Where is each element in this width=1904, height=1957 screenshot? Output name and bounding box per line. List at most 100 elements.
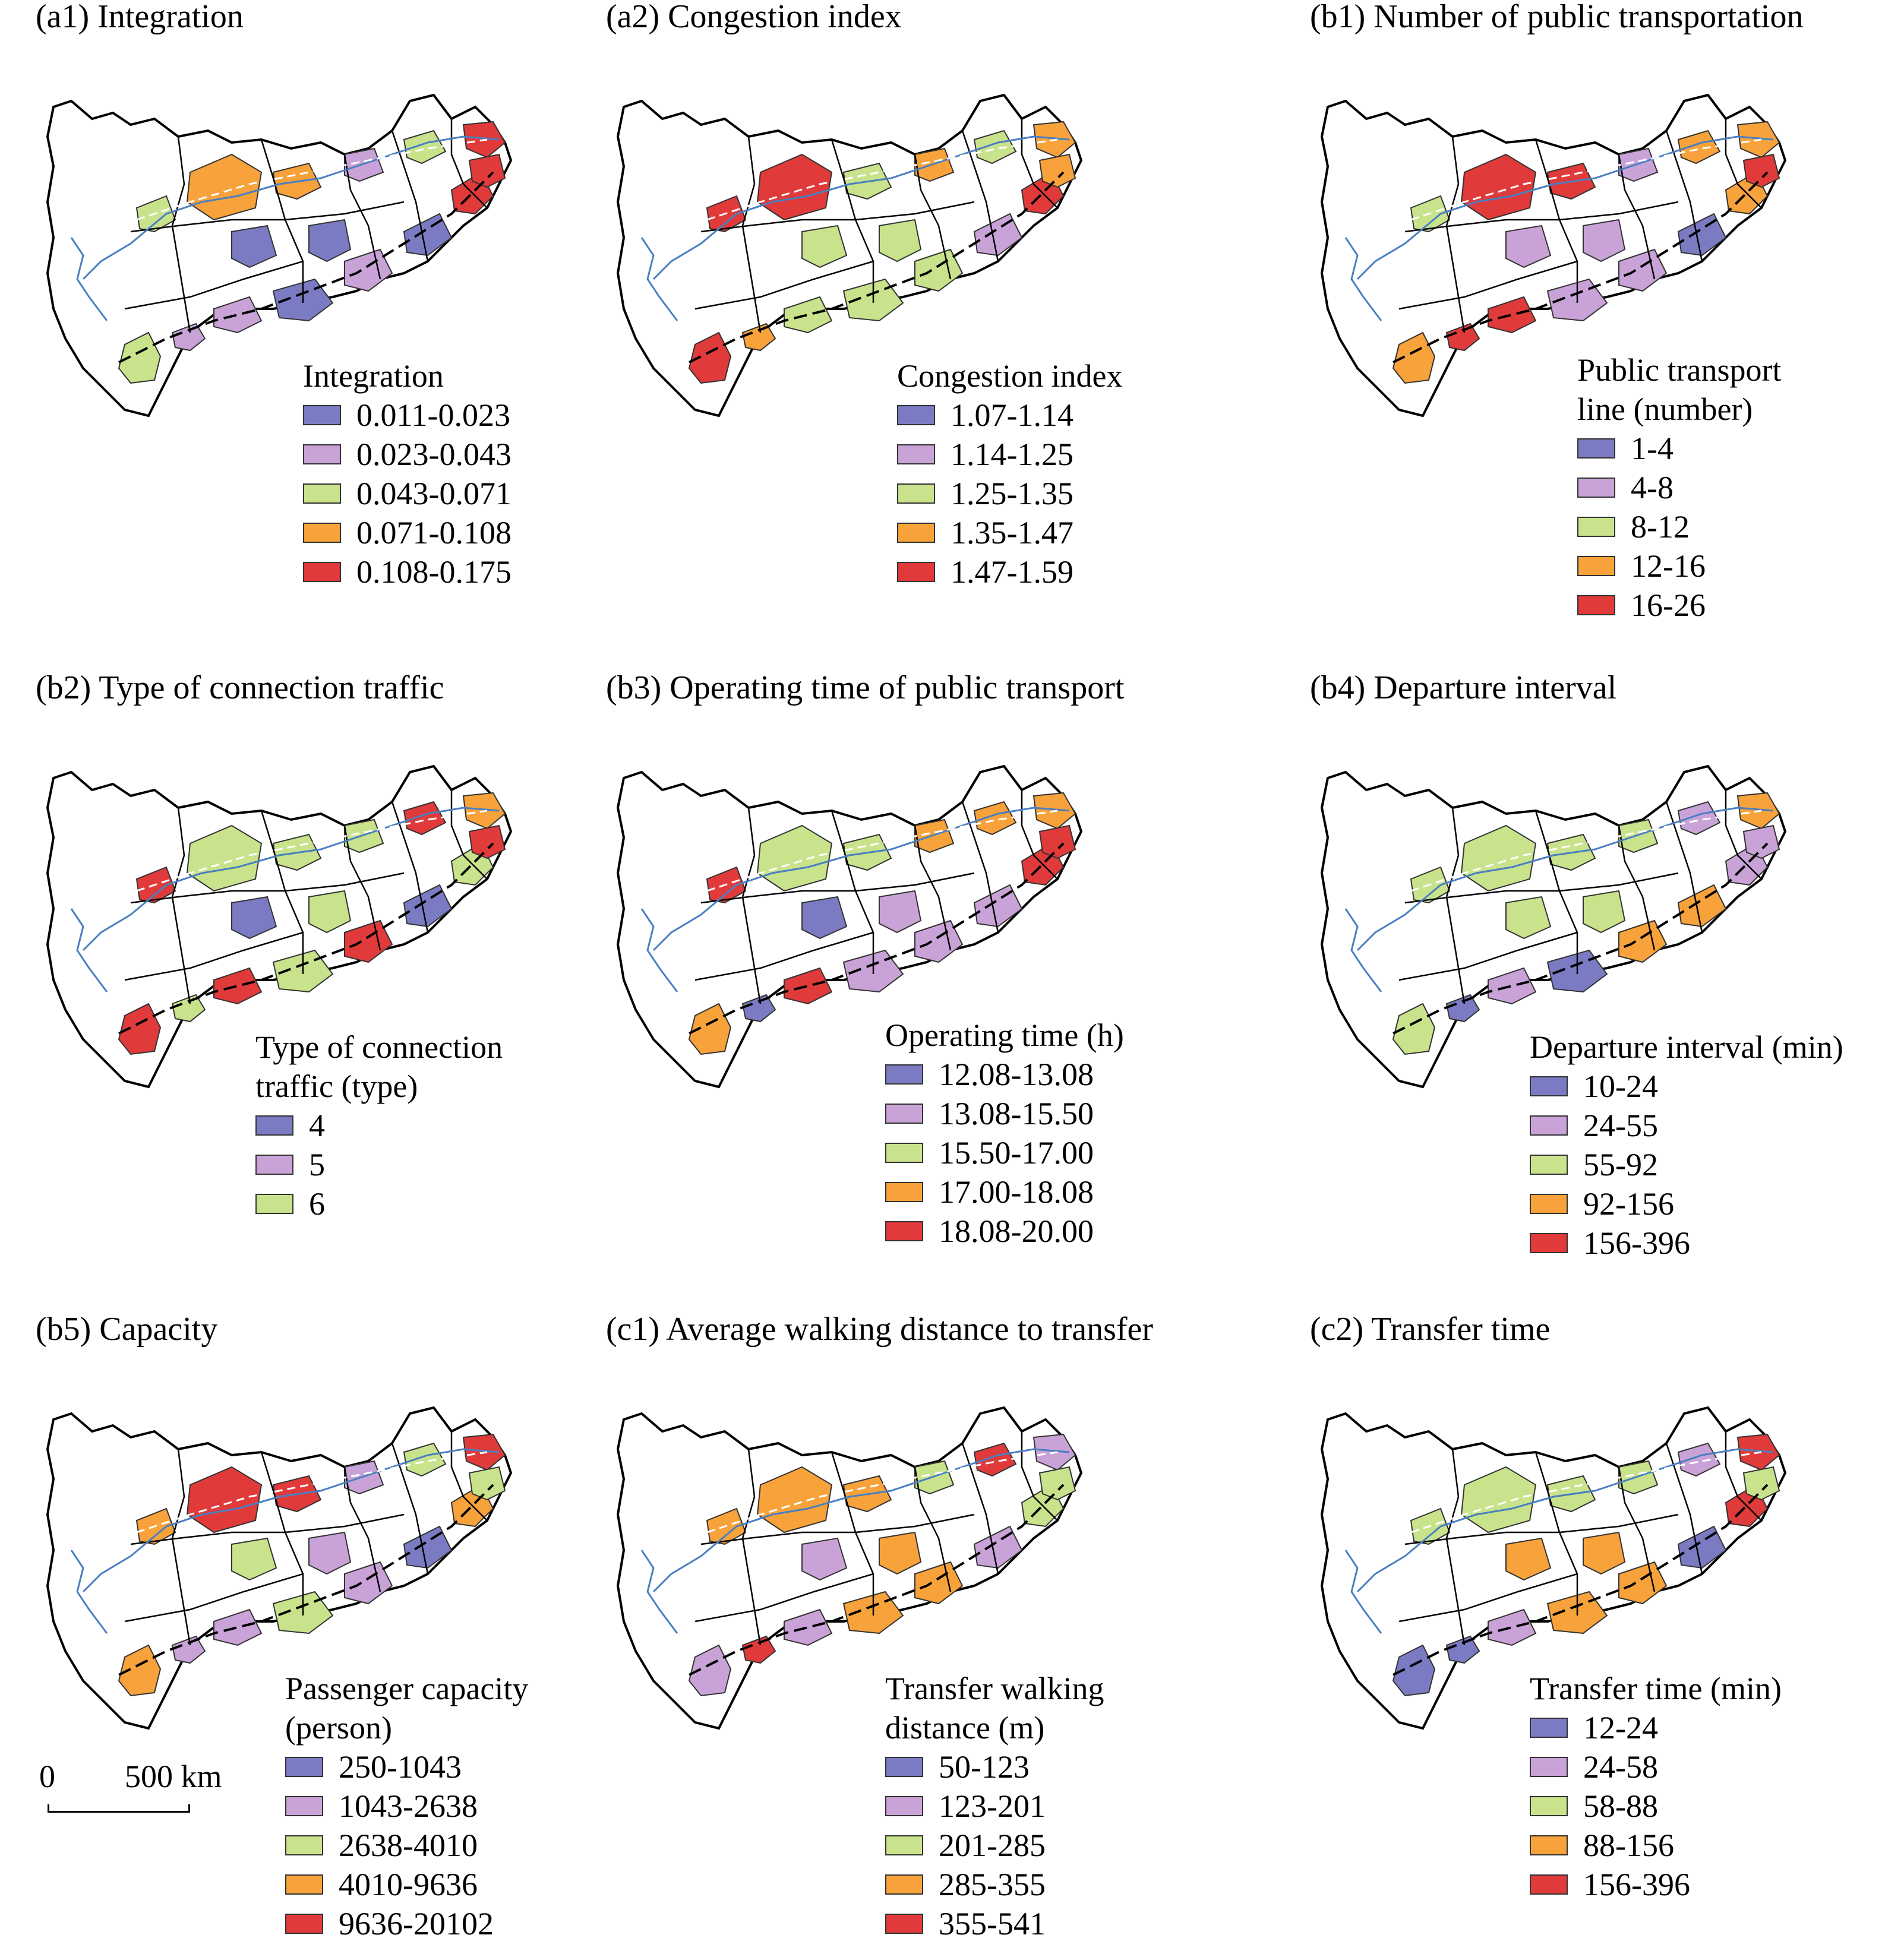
legend-swatch	[885, 1182, 923, 1202]
province-boundary	[1618, 825, 1656, 951]
city-region	[879, 1531, 922, 1575]
legend-label: 58-88	[1583, 1788, 1658, 1824]
legend-swatch	[285, 1796, 323, 1816]
city-region	[213, 967, 263, 1005]
city-region	[973, 129, 1017, 165]
province-boundary	[1725, 790, 1762, 880]
legend-item: 12.08-13.08	[885, 1055, 1124, 1094]
legend-item: 0.043-0.071	[303, 474, 511, 513]
legend-label: 12-16	[1631, 548, 1706, 584]
legend-label: 250-1043	[339, 1749, 462, 1785]
rail-line	[118, 171, 494, 363]
river	[1344, 1550, 1382, 1634]
city-region	[231, 1537, 277, 1581]
city-region	[1677, 1442, 1721, 1477]
legend-swatch	[255, 1115, 293, 1136]
legend-label: 15.50-17.00	[939, 1135, 1094, 1171]
legend-swatch	[303, 562, 341, 582]
legend-swatch	[897, 444, 935, 464]
map-c2	[1320, 1406, 1787, 1730]
legend-label: 1.14-1.25	[951, 437, 1073, 472]
legend-item: 16-26	[1577, 586, 1781, 625]
legend-swatch	[897, 405, 935, 425]
province-boundary	[1618, 1466, 1656, 1592]
study-area-outline	[616, 764, 1083, 1089]
study-area-outline	[1320, 764, 1787, 1089]
province-boundary	[130, 872, 405, 904]
legend-swatch	[1577, 517, 1615, 537]
panel-c1: (c1) Average walking distance to transfe…	[606, 1313, 1236, 1948]
legend-b4: Departure interval (min) 10-24 24-55 55-92 9…	[1530, 1027, 1843, 1263]
city-region	[1583, 1531, 1626, 1575]
legend-item: 12-24	[1530, 1708, 1782, 1747]
legend-swatch	[1530, 1835, 1568, 1855]
city-region	[741, 1635, 776, 1664]
city-region	[784, 1608, 833, 1646]
legend-item: 156-396	[1530, 1865, 1782, 1904]
map-c1	[616, 1406, 1083, 1730]
legend-item: 4-8	[1577, 468, 1781, 507]
rail-line	[1410, 1451, 1762, 1534]
rail-line	[1393, 842, 1769, 1035]
province-boundary	[343, 825, 381, 951]
city-region	[1505, 225, 1552, 268]
rail-line	[1393, 171, 1769, 363]
city-region	[171, 1635, 206, 1664]
legend-label: 355-541	[939, 1906, 1046, 1942]
city-region	[1618, 1460, 1659, 1495]
city-region	[1505, 896, 1552, 940]
scale-bar: 0 500 km	[36, 1758, 222, 1813]
legend-swatch	[885, 1221, 923, 1241]
legend-swatch	[303, 523, 341, 543]
legend-c2: Transfer time (min) 12-24 24-58 58-88 88-156…	[1530, 1669, 1782, 1904]
legend-a1: Integration 0.011-0.023 0.023-0.043 0.043-0…	[303, 356, 511, 592]
legend-b3: Operating time (h) 12.08-13.08 13.08-15.50…	[885, 1016, 1124, 1251]
river	[1344, 908, 1382, 992]
legend-swatch	[285, 1874, 323, 1895]
legend-label: 201-285	[939, 1828, 1046, 1863]
city-region	[756, 1466, 833, 1534]
panel-a2: (a2) Congestion index Congestion index 1.…	[606, 0, 1236, 636]
province-boundary	[914, 154, 952, 280]
legend-item: 12-16	[1577, 546, 1781, 586]
city-region	[1445, 323, 1480, 352]
legend-swatch	[885, 1143, 923, 1163]
rail-line	[706, 1451, 1058, 1534]
city-region	[118, 331, 162, 384]
city-region	[688, 1644, 732, 1697]
city-region	[879, 219, 922, 263]
legend-label: 9636-20102	[339, 1906, 494, 1942]
city-region	[403, 1442, 447, 1477]
legend-swatch	[885, 1104, 923, 1124]
legend-b2: Type of connection traffic (type) 4 5 6	[255, 1027, 503, 1223]
city-region	[756, 824, 833, 892]
legend-label: 1.07-1.14	[951, 397, 1073, 433]
city-region	[1488, 296, 1537, 334]
legend-title-line: Congestion index	[897, 358, 1123, 394]
river	[640, 1550, 678, 1634]
city-region	[231, 225, 277, 268]
legend-b1: Public transport line (number) 1-4 4-8 8-12 1…	[1577, 350, 1781, 625]
map-b4	[1320, 764, 1787, 1089]
legend-label: 1.25-1.35	[951, 476, 1073, 511]
river	[1356, 135, 1774, 280]
city-region	[801, 896, 848, 940]
legend-title-line: Type of connection	[255, 1029, 503, 1065]
panel-title: (b5) Capacity	[36, 1311, 218, 1348]
legend-item: 201-285	[885, 1826, 1104, 1865]
legend-label: 12-24	[1583, 1710, 1658, 1746]
river	[82, 807, 500, 951]
legend-item: 1.47-1.59	[897, 552, 1122, 592]
legend-label: 50-123	[939, 1749, 1030, 1785]
city-region	[973, 1442, 1017, 1477]
river	[1356, 1448, 1774, 1593]
legend-item: 18.08-20.00	[885, 1212, 1124, 1251]
legend-item: 92-156	[1530, 1184, 1843, 1223]
legend-item: 1.14-1.25	[897, 435, 1122, 474]
legend-label: 24-58	[1583, 1749, 1658, 1785]
river	[82, 1448, 500, 1593]
city-region	[213, 1608, 263, 1646]
legend-swatch	[1530, 1718, 1568, 1738]
city-region	[403, 129, 447, 165]
rail-line	[136, 138, 488, 221]
